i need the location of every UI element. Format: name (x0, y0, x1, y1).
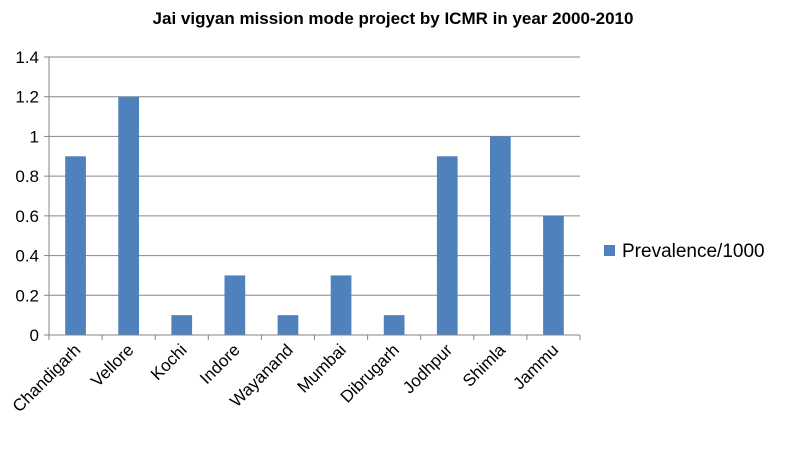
y-tick-label: 0.2 (15, 286, 39, 305)
legend: Prevalence/1000 (604, 241, 765, 262)
bars (65, 96, 564, 335)
y-tick-label: 1 (30, 127, 39, 146)
bar (224, 275, 246, 335)
y-tick-label: 0 (30, 326, 39, 345)
bar (383, 315, 405, 335)
y-tick-label: 1.4 (15, 48, 39, 67)
x-tick-label: Jodhpur (399, 340, 456, 397)
y-tick-label: 0.6 (15, 207, 39, 226)
x-axis-ticks: Chandigarh Vellore Kochi IndoreWayanandMumb… (9, 335, 581, 416)
bar (489, 136, 511, 335)
bar (543, 215, 564, 335)
chart-title: Jai vigyan mission mode project by ICMR … (153, 9, 634, 28)
bar (436, 156, 458, 335)
x-tick-label: Indore (196, 340, 244, 388)
y-axis-ticks: 0 0.2 0.4 0.6 0.8 1 1.2 1.4 (15, 48, 49, 345)
y-tick-label: 0.4 (15, 247, 39, 266)
x-tick-label: Jammu (509, 340, 562, 393)
bar (65, 156, 86, 335)
x-tick-label: Chandigarh (9, 340, 85, 416)
legend-swatch (604, 245, 615, 256)
x-tick-label: Shimla (459, 340, 510, 391)
bar (171, 315, 193, 335)
y-tick-label: 1.2 (15, 88, 39, 107)
x-tick-label: Kochi (147, 340, 191, 384)
legend-label: Prevalence/1000 (622, 241, 765, 262)
bar (118, 96, 140, 335)
bar (330, 275, 352, 335)
x-tick-label: Dibrugarh (337, 340, 403, 406)
y-tick-label: 0.8 (15, 167, 39, 186)
x-tick-label: Vellore (87, 340, 137, 390)
bar (277, 315, 299, 335)
